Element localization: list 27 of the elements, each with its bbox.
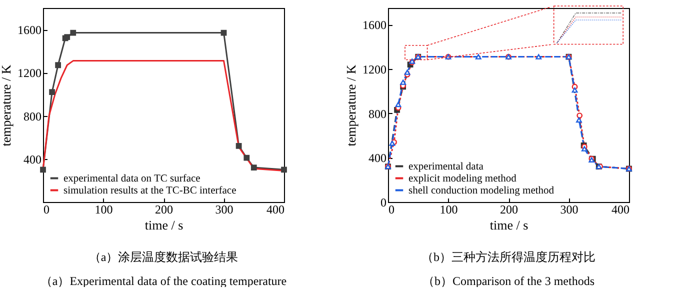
y-tick-label: 1200 — [362, 62, 386, 76]
y-tick-label: 400 — [368, 151, 386, 166]
y-tick-label: 1600 — [18, 23, 42, 38]
y-tick-label: 800 — [24, 109, 42, 124]
y-tick-label: 1600 — [362, 18, 386, 32]
x-tick-label: 200 — [500, 202, 518, 216]
y-tick-label: 1200 — [18, 66, 42, 80]
x-axis-title: time / s — [490, 218, 528, 232]
x-tick-label: 300 — [215, 202, 234, 216]
x-tick-label: 300 — [560, 202, 578, 216]
y-tick-label: 800 — [368, 106, 386, 121]
legend-label: explicit modeling method — [408, 173, 518, 184]
text: （a）涂层温度数据试验结果 — [88, 250, 238, 264]
legend-label: experimental data on TC surface — [64, 173, 201, 184]
x-tick-label: 400 — [612, 202, 630, 216]
x-tick-label: 100 — [94, 202, 113, 216]
x-tick-label: 200 — [155, 202, 173, 216]
legend-label: experimental data — [408, 161, 484, 172]
text: （b）三种方法所得温度历程对比 — [422, 250, 596, 264]
y-axis-title: temperature / K — [344, 64, 358, 146]
y-tick-label: 400 — [24, 152, 42, 166]
legend-label: simulation results at the TC-BC interface — [64, 185, 237, 196]
x-tick-label: 100 — [440, 202, 458, 216]
y-axis-title: temperature / K — [0, 64, 14, 146]
legend-label: shell conduction modeling method — [408, 185, 555, 196]
x-tick-label: 400 — [266, 202, 284, 216]
x-axis-title: time / s — [144, 218, 184, 232]
